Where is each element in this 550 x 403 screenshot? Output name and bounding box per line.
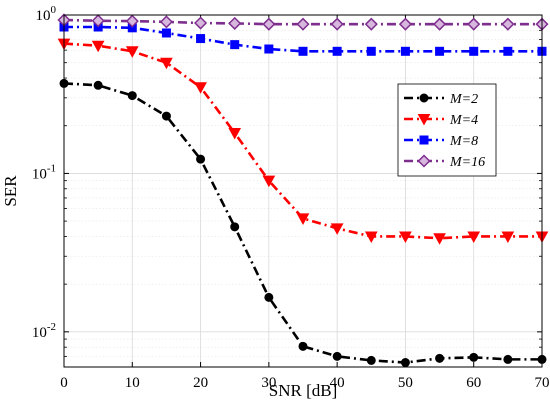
data-point xyxy=(228,127,242,140)
series-1 xyxy=(59,78,547,368)
data-point xyxy=(93,80,103,90)
data-point xyxy=(503,46,513,56)
legend-label: M=4 xyxy=(449,113,478,128)
x-tick-label: 30 xyxy=(261,375,276,391)
data-point xyxy=(364,17,378,31)
data-point xyxy=(400,46,410,56)
legend-box xyxy=(397,83,497,177)
legend-entry: M=8 xyxy=(404,134,478,149)
data-point xyxy=(125,46,139,58)
data-point xyxy=(196,34,206,44)
grid xyxy=(63,14,543,368)
data-point xyxy=(364,231,378,243)
data-point xyxy=(298,46,308,56)
x-tick-label: 70 xyxy=(535,375,550,391)
data-point xyxy=(366,355,376,365)
data-point xyxy=(196,154,206,164)
data-point xyxy=(435,353,445,363)
series-4 xyxy=(57,13,549,31)
data-point xyxy=(160,57,173,70)
series-line xyxy=(63,82,542,364)
data-point xyxy=(467,231,481,243)
data-point xyxy=(194,16,208,30)
legend-label: M=8 xyxy=(449,134,478,149)
series-line xyxy=(63,18,542,26)
data-point xyxy=(262,175,276,188)
data-point xyxy=(230,222,240,232)
series-line xyxy=(63,42,542,240)
legend: M=2 M=4 M=8 M=16 xyxy=(397,83,497,177)
legend-entry: M=2 xyxy=(404,92,478,107)
plot-frame xyxy=(63,14,543,368)
data-point xyxy=(501,17,515,31)
legend-label: M=2 xyxy=(449,92,478,107)
data-point xyxy=(230,40,240,50)
data-point xyxy=(330,17,344,31)
series xyxy=(57,13,549,368)
data-point xyxy=(125,14,139,28)
x-tick-label: 40 xyxy=(330,375,345,391)
data-point xyxy=(433,233,446,245)
data-point xyxy=(161,28,171,38)
data-point xyxy=(398,17,412,31)
x-tick-label: 10 xyxy=(125,375,140,391)
data-point xyxy=(264,44,274,54)
data-point xyxy=(366,46,376,56)
data-point xyxy=(161,111,171,121)
data-point xyxy=(194,82,207,94)
legend-marker xyxy=(419,135,429,145)
data-point xyxy=(262,17,276,31)
data-point xyxy=(469,352,479,362)
data-point xyxy=(298,341,308,351)
data-point xyxy=(503,354,513,364)
y-tick-label: 10-1 xyxy=(32,162,56,182)
x-axis-title: SNR [dB] xyxy=(269,381,337,400)
x-tick-label: 0 xyxy=(60,375,68,391)
data-point xyxy=(228,16,242,30)
data-point xyxy=(400,358,410,368)
data-point xyxy=(399,231,412,243)
series-2 xyxy=(57,38,549,245)
x-tick-label: 20 xyxy=(193,375,208,391)
data-point xyxy=(332,46,342,56)
data-point xyxy=(501,231,515,243)
data-point xyxy=(159,15,173,29)
y-axis-title: SER xyxy=(1,175,20,207)
data-point xyxy=(127,91,137,101)
data-point xyxy=(467,17,481,31)
data-point xyxy=(330,223,344,235)
legend-label: M=16 xyxy=(449,155,485,170)
data-point xyxy=(264,292,274,302)
x-tick-label: 50 xyxy=(398,375,413,391)
data-point xyxy=(433,17,447,31)
data-point xyxy=(469,46,479,56)
legend-marker xyxy=(417,154,431,168)
legend-entry: M=16 xyxy=(404,154,485,170)
data-point xyxy=(91,14,105,28)
series-line xyxy=(64,25,542,53)
ticks: 0 10 20 30 40 50 60 70 10-2 10-1 100 xyxy=(32,4,550,391)
legend-marker xyxy=(419,93,429,103)
y-tick-label: 100 xyxy=(36,4,57,24)
data-point xyxy=(91,40,105,53)
data-point xyxy=(296,17,310,31)
data-point xyxy=(296,213,310,225)
data-point xyxy=(332,351,342,361)
y-tick-label: 10-2 xyxy=(32,321,56,341)
legend-marker xyxy=(417,114,431,126)
data-point xyxy=(435,46,445,56)
legend-entry: M=4 xyxy=(404,113,478,128)
x-tick-label: 60 xyxy=(466,375,481,391)
